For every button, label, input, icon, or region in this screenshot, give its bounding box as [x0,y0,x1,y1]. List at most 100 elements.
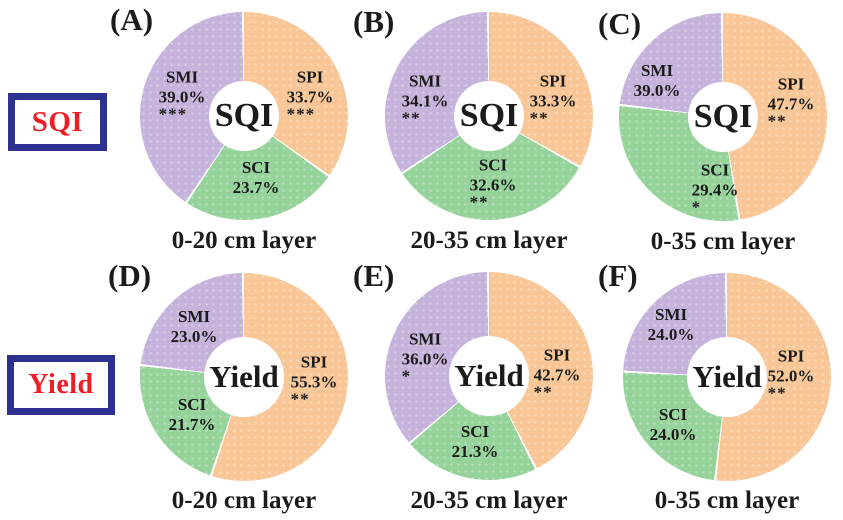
segment-name: SPI [543,345,571,365]
segment-percent: 55.3% [290,372,338,392]
significance-stars: *** [286,104,316,124]
segment-label-smi: SMI 36.0% * [401,329,449,386]
layer-caption: 0-35 cm layer [650,228,796,255]
significance-stars: ** [469,192,489,212]
donut-center-label: SQI [214,97,274,134]
segment-name: SMI [654,305,688,324]
donut-center-label: Yield [209,359,279,394]
donut-hole: SQI [688,82,758,152]
segment-percent: 23.7% [232,178,280,197]
donut-hole: SQI [209,81,279,151]
panel-letter: (D) [108,258,152,293]
segment-label-smi: SMI 34.1% ** [401,71,449,128]
panel-letter: (E) [353,258,395,293]
segment-label-spi: SPI 33.7% *** [286,67,334,124]
panel-letter: (F) [598,258,638,293]
segment-name: SCI [460,422,490,441]
segment-name: SPI [777,74,805,94]
segment-label-sci: SCI 21.7% [169,395,216,435]
segment-name: SCI [241,158,271,177]
significance-stars: * [401,366,412,386]
segment-percent: 36.0% [401,349,449,369]
segment-name: SPI [296,67,324,87]
segment-percent: 34.1% [401,91,449,111]
segment-name: SMI [165,67,199,87]
segment-name: SCI [700,160,730,180]
significance-stars: *** [158,104,188,124]
segment-label-sci: SCI 32.6% ** [469,155,517,212]
segment-label-sci: SCI 21.3% [452,422,499,462]
segment-label-spi: SPI 42.7% ** [533,345,581,402]
layer-caption: 20-35 cm layer [410,487,568,514]
significance-stars: ** [533,382,553,402]
segment-percent: 33.7% [286,87,334,107]
panel-letter: (B) [353,4,395,39]
segment-label-spi: SPI 33.3% ** [529,71,577,128]
segment-percent: 52.0% [767,366,815,386]
segment-percent: 24.0% [649,425,697,444]
significance-stars: ** [767,383,787,403]
layer-caption: 0-20 cm layer [171,487,317,514]
significance-stars: ** [767,111,787,131]
segment-percent: 42.7% [533,365,581,385]
donut-center-label: SQI [459,97,519,134]
donut-hole: Yield [449,336,529,416]
segment-name: SCI [177,395,207,414]
segment-label-spi: SPI 55.3% ** [290,352,338,409]
donut-hole: Yield [204,337,284,417]
donut-center-label: SQI [693,98,753,135]
significance-stars: ** [290,389,310,409]
donut-hole: SQI [454,81,524,151]
donut-hole: Yield [687,337,767,417]
donut-chart-e: SPI 42.7% ** SCI 21.3% SMI 36.0% * Yield [385,272,593,480]
segment-name: SMI [640,61,674,80]
donut-chart-f: SPI 52.0% ** SCI 24.0% SMI 24.0% Yield [623,273,831,481]
layer-caption: 20-35 cm layer [410,227,568,254]
row-label-yield: Yield [28,369,94,400]
segment-percent: 33.3% [529,91,577,111]
segment-percent: 32.6% [469,175,517,195]
donut-chart-b: SPI 33.3% ** SCI 32.6% ** SMI 34.1% ** S… [385,12,593,220]
donut-center-label: Yield [692,359,762,394]
segment-name: SPI [539,71,567,91]
significance-stars: ** [529,108,549,128]
segment-label-sci: SCI 24.0% [650,405,697,445]
segment-name: SPI [777,346,805,366]
segment-percent: 21.3% [451,442,499,461]
row-label-box-yield: Yield [7,355,115,415]
segment-name: SCI [478,155,508,175]
segment-percent: 23.0% [170,327,218,346]
segment-percent: 21.7% [168,415,216,434]
significance-stars: ** [401,108,421,128]
row-label-sqi: SQI [31,105,84,138]
segment-label-spi: SPI 47.7% ** [767,74,815,131]
segment-name: SPI [300,352,328,372]
panel-letter: (A) [110,2,154,37]
segment-percent: 39.0% [158,87,206,107]
segment-name: SMI [177,307,211,326]
segment-percent: 39.0% [633,81,681,100]
segment-name: SMI [408,71,442,91]
segment-label-sci: SCI 23.7% [233,158,280,198]
segment-name: SCI [658,405,688,424]
segment-percent: 29.4% [691,180,739,200]
segment-label-smi: SMI 23.0% [171,307,218,347]
panel-letter: (C) [598,6,642,41]
donut-chart-a: SPI 33.7% *** SCI 23.7% SMI 39.0% *** SQ… [140,12,348,220]
donut-chart-d: SPI 55.3% ** SCI 21.7% SMI 23.0% Yield [140,273,348,481]
segment-name: SMI [408,329,442,349]
segment-label-sci: SCI 29.4% * [691,160,739,217]
significance-stars: * [691,197,702,217]
donut-center-label: Yield [454,358,524,393]
segment-percent: 24.0% [647,325,695,344]
segment-label-smi: SMI 39.0% [634,61,681,101]
segment-label-spi: SPI 52.0% ** [767,346,815,403]
donut-chart-c: SPI 47.7% ** SCI 29.4% * SMI 39.0% SQI [619,13,827,221]
layer-caption: 0-35 cm layer [654,487,800,514]
segment-label-smi: SMI 24.0% [648,305,695,345]
layer-caption: 0-20 cm layer [171,227,317,254]
segment-label-smi: SMI 39.0% *** [158,67,206,124]
row-label-box-sqi: SQI [8,93,107,151]
segment-percent: 47.7% [767,94,815,114]
